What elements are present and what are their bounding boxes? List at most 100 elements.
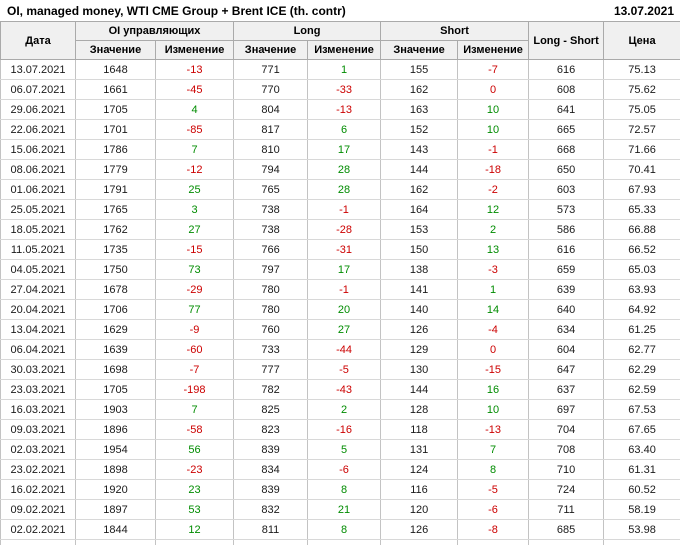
cell-long-short: 708 [528, 439, 605, 460]
cell-short-change: 8 [457, 459, 530, 480]
cell-long-change: 6 [307, 119, 382, 140]
cell-date: 16.02.2021 [0, 479, 76, 500]
cell-date: 25.05.2021 [0, 199, 76, 220]
cell-price: 65.03 [603, 259, 680, 280]
cell-oi-change: 56 [154, 439, 235, 460]
cell-long-change: -5 [307, 359, 382, 380]
cell-oi-change: -23 [154, 459, 235, 480]
cell-date: 06.04.2021 [0, 339, 76, 360]
cell-price: 66.52 [603, 239, 680, 260]
cell-long-change: 8 [307, 519, 382, 540]
cell-short-value: 116 [380, 479, 459, 500]
cell-short-value: 141 [380, 279, 459, 300]
cell-date: 22.06.2021 [0, 119, 76, 140]
table-row: 02.03.2021 1954 56 839 5 131 7 708 63.40 [0, 439, 680, 460]
cell-oi-change: -12 [154, 159, 235, 180]
cell-oi-change: 7 [154, 399, 235, 420]
cell-date: 16.03.2021 [0, 399, 76, 420]
cell-long-change: 21 [307, 499, 382, 520]
col-group-oi: OI управляющих [74, 21, 235, 41]
cell-long-value: 780 [233, 299, 309, 320]
table-row: 23.02.2021 1898 -23 834 -6 124 8 710 61.31 [0, 459, 680, 480]
cell-long-short: 704 [528, 419, 605, 440]
cell-long-value: 804 [233, 99, 309, 120]
col-header-long-short: Long - Short [528, 21, 605, 60]
cell-long-change: -31 [307, 239, 382, 260]
cell-date: 13.07.2021 [0, 59, 76, 80]
cell-short-change: 7 [457, 439, 530, 460]
cell-oi-value: 1735 [75, 239, 156, 260]
table-row: 09.03.2021 1896 -58 823 -16 118 -13 704 67.65 [0, 419, 680, 440]
cell-oi-value: 1920 [75, 479, 156, 500]
cell-long-value: 825 [233, 399, 309, 420]
col-header-long-value: Значение [233, 40, 309, 60]
table-body: 13.07.2021 1648 -13 771 1 155 -7 616 75.13 06.07.… [0, 59, 680, 545]
cell-price: 53.98 [603, 519, 680, 540]
cell-long-short: 604 [528, 339, 605, 360]
cell-short-change: 14 [457, 299, 530, 320]
cell-oi-value: 1762 [75, 219, 156, 240]
col-header-price: Цена [603, 21, 680, 60]
cell-short-change: 10 [457, 119, 530, 140]
cell-date: 30.03.2021 [0, 359, 76, 380]
cell-price: 66.88 [603, 219, 680, 240]
cell-oi-change: -85 [154, 119, 235, 140]
table-row-partial [0, 539, 680, 545]
cell-short-value: 150 [380, 239, 459, 260]
cell-oi-value: 1779 [75, 159, 156, 180]
cell-short-change: 12 [457, 199, 530, 220]
table-row: 22.06.2021 1701 -85 817 6 152 10 665 72.57 [0, 119, 680, 140]
cell-long-short: 639 [528, 279, 605, 300]
cell-price: 63.40 [603, 439, 680, 460]
cell-short-change: -5 [457, 479, 530, 500]
cell-long-value: 832 [233, 499, 309, 520]
cell-short-change: 0 [457, 339, 530, 360]
cell-date: 02.02.2021 [0, 519, 76, 540]
cell-long-short: 710 [528, 459, 605, 480]
cell-price: 75.62 [603, 79, 680, 100]
cell-short-change: -4 [457, 319, 530, 340]
cell-short-value: 124 [380, 459, 459, 480]
cell-date: 27.04.2021 [0, 279, 76, 300]
cell-price: 64.92 [603, 299, 680, 320]
cell-date: 18.05.2021 [0, 219, 76, 240]
cell-oi-value: 1954 [75, 439, 156, 460]
cell-oi-value: 1698 [75, 359, 156, 380]
table-row: 30.03.2021 1698 -7 777 -5 130 -15 647 62.29 [0, 359, 680, 380]
cell-oi-value: 1661 [75, 79, 156, 100]
cell-oi-change: 53 [154, 499, 235, 520]
cell-oi-change: 77 [154, 299, 235, 320]
col-header-long-change: Изменение [307, 40, 382, 60]
col-header-date: Дата [0, 21, 76, 60]
cell-long-short: 647 [528, 359, 605, 380]
cell-oi-change: 73 [154, 259, 235, 280]
cell-long-short: 665 [528, 119, 605, 140]
cell-long-short: 640 [528, 299, 605, 320]
cell-short-value: 143 [380, 139, 459, 160]
cell-short-value: 144 [380, 159, 459, 180]
table-row: 29.06.2021 1705 4 804 -13 163 10 641 75.05 [0, 99, 680, 120]
cell-price: 65.33 [603, 199, 680, 220]
report-date: 13.07.2021 [613, 3, 674, 18]
cell-date: 23.02.2021 [0, 459, 76, 480]
cell-long-change: 17 [307, 259, 382, 280]
cell-long-short: 641 [528, 99, 605, 120]
cell-long-value: 797 [233, 259, 309, 280]
cell-long-change: 17 [307, 139, 382, 160]
table-row: 25.05.2021 1765 3 738 -1 164 12 573 65.33 [0, 199, 680, 220]
cell-short-value: 129 [380, 339, 459, 360]
cell-price: 62.59 [603, 379, 680, 400]
cell-long-value: 794 [233, 159, 309, 180]
cell-oi-change: -60 [154, 339, 235, 360]
cell-oi-change: 27 [154, 219, 235, 240]
cell-date: 04.05.2021 [0, 259, 76, 280]
cell-long-short: 668 [528, 139, 605, 160]
cell-long-change: 2 [307, 399, 382, 420]
cell-price: 67.65 [603, 419, 680, 440]
cell-empty [0, 539, 76, 545]
cell-price: 72.57 [603, 119, 680, 140]
cell-long-change: 28 [307, 159, 382, 180]
cell-oi-change: 3 [154, 199, 235, 220]
cell-long-value: 782 [233, 379, 309, 400]
